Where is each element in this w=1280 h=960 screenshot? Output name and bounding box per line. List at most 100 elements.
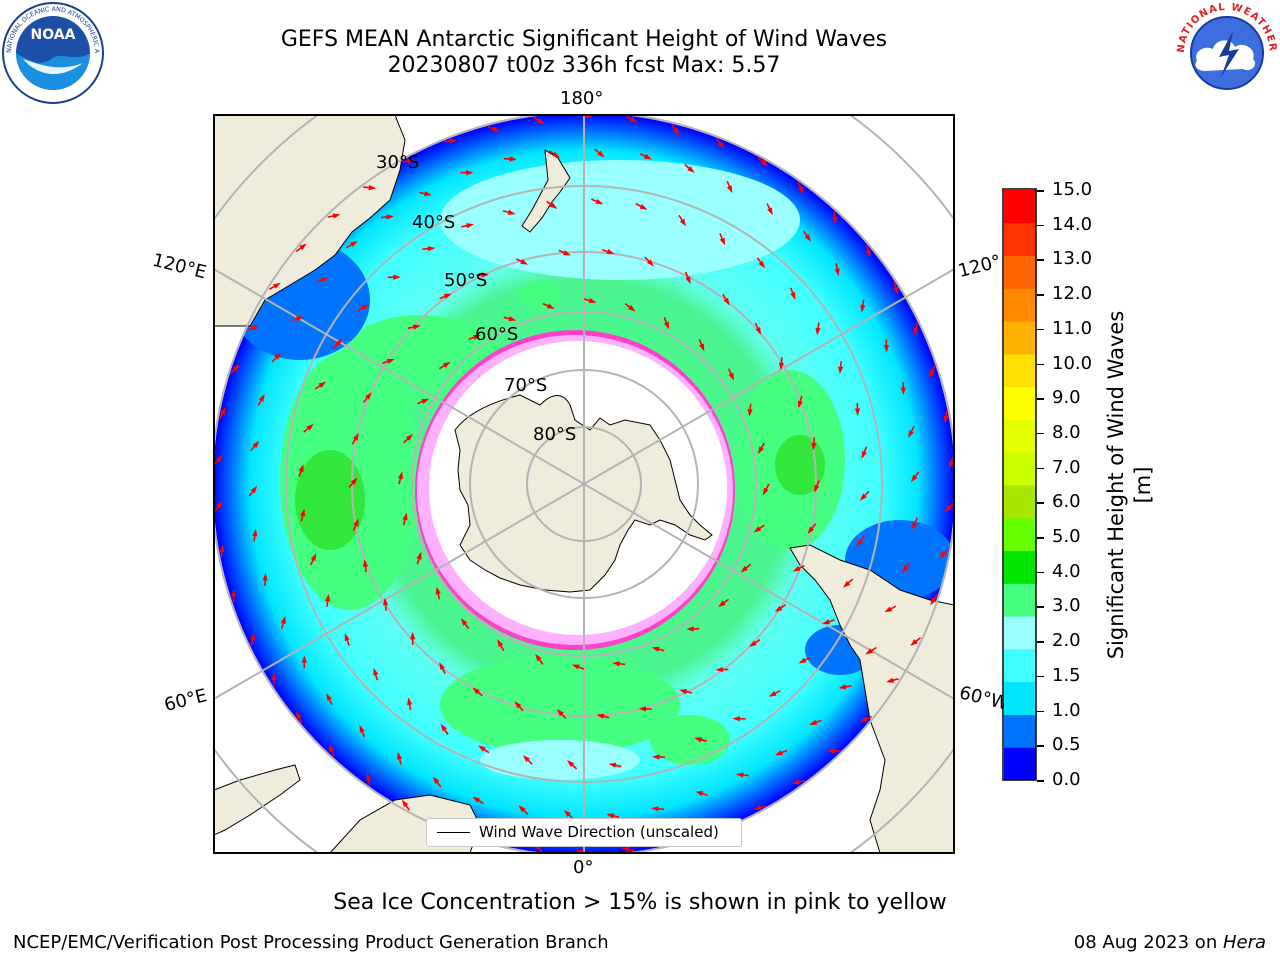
- colorbar-band: [1004, 616, 1036, 650]
- wave-direction-arrowhead: [492, 126, 500, 132]
- south-america-landmass: [789, 544, 954, 853]
- wave-direction-arrowhead: [838, 366, 844, 375]
- wave-direction-arrowhead: [597, 150, 605, 158]
- footer-machine: Hera: [1222, 932, 1266, 953]
- colorbar-band: [1004, 714, 1036, 748]
- wave-direction-arrowhead: [760, 159, 769, 167]
- wave-direction-arrowhead: [860, 304, 866, 313]
- wave-direction-arrowhead: [807, 526, 815, 534]
- colorbar-tick-label: 9.0: [1052, 387, 1081, 409]
- wave-direction-arrowhead: [639, 204, 648, 210]
- colorbar-band: [1004, 386, 1036, 420]
- wave-direction-arrowhead: [424, 191, 432, 197]
- colorbar-tick-label: 1.5: [1052, 664, 1081, 686]
- wave-direction-arrowhead: [249, 632, 255, 641]
- wave-direction-arrowhead: [509, 156, 517, 162]
- wave-direction-arrowhead: [651, 646, 660, 652]
- wave-direction-arrowhead: [718, 600, 726, 607]
- wave-direction-arrowhead: [250, 485, 258, 494]
- wave-direction-arrowhead: [397, 471, 403, 480]
- wave-direction-arrowhead: [728, 372, 734, 381]
- wave-direction-arrowhead: [883, 344, 889, 353]
- wave-direction-arrowhead: [694, 737, 703, 743]
- wave-direction-arrowhead: [884, 606, 893, 613]
- wave-direction-arrowhead: [514, 701, 522, 709]
- wave-direction-arrowhead: [685, 276, 691, 285]
- colorbar-band: [1004, 517, 1036, 552]
- wave-direction-arrowhead: [405, 433, 414, 441]
- wave-direction-arrowhead: [465, 170, 474, 176]
- wave-direction-arrowhead: [628, 304, 636, 312]
- australia-landmass: [214, 115, 406, 327]
- colorbar-tick-mark: [1037, 432, 1044, 435]
- colorbar-band: [1004, 353, 1036, 388]
- wave-direction-arrowhead: [815, 327, 821, 336]
- colorbar-band: [1004, 747, 1036, 781]
- wave-direction-arrowhead: [329, 744, 335, 753]
- wave-direction-arrowhead: [606, 813, 615, 819]
- wave-direction-arrowhead: [537, 118, 545, 124]
- wave-direction-arrowhead: [865, 249, 871, 258]
- colorbar-tick-label: 13.0: [1052, 248, 1093, 270]
- wave-direction-arrowhead: [672, 127, 680, 136]
- wave-direction-arrowhead: [792, 779, 800, 785]
- wave-direction-arrowhead: [397, 751, 403, 760]
- footer-date: 08 Aug 2023 on Hera: [1073, 932, 1266, 953]
- wave-direction-arrowhead: [556, 709, 564, 717]
- colorbar-tick-mark: [1037, 710, 1044, 713]
- wave-direction-arrowhead: [717, 141, 725, 149]
- wave-direction-arrowhead: [804, 234, 812, 242]
- wave-direction-arrowhead: [567, 760, 575, 768]
- colorbar-tick-label: 11.0: [1052, 317, 1093, 339]
- colorbar-tick-label: 4.0: [1052, 560, 1081, 582]
- wave-direction-arrowhead: [497, 639, 504, 648]
- wave-direction-arrowhead: [299, 243, 307, 251]
- wave-direction-arrowhead: [320, 276, 329, 283]
- wave-direction-arrowhead: [865, 648, 874, 655]
- lat-label-60s: 60°S: [475, 324, 519, 345]
- wave-direction-arrowhead: [421, 398, 430, 404]
- wave-direction-arrowhead: [216, 500, 223, 509]
- wave-direction-arrowhead: [232, 363, 240, 372]
- legend-label: Wind Wave Direction (unscaled): [479, 823, 719, 841]
- wave-direction-arrowhead: [335, 338, 343, 346]
- wave-direction-arrowhead: [449, 138, 457, 144]
- colorbar-band: [1004, 583, 1036, 617]
- wave-direction-arrowhead: [274, 352, 282, 360]
- colorbar-tick-label: 6.0: [1052, 491, 1081, 513]
- wave-direction-arrowhead: [679, 689, 687, 695]
- wave-direction-arrowhead: [472, 687, 480, 695]
- wave-direction-arrowhead: [612, 661, 620, 667]
- wave-direction-arrowhead: [663, 321, 670, 330]
- colorbar-band: [1004, 190, 1036, 224]
- colorbar-tick-mark: [1037, 190, 1044, 192]
- wave-direction-arrowhead: [393, 274, 401, 280]
- wave-direction-arrowhead: [407, 158, 416, 164]
- wave-direction-arrowhead: [460, 618, 468, 626]
- wave-direction-arrowhead: [552, 151, 560, 158]
- wave-direction-arrowhead: [353, 518, 359, 527]
- colorbar-band: [1004, 222, 1036, 257]
- wave-direction-arrowhead: [768, 691, 777, 697]
- wave-direction-arrowhead: [719, 237, 726, 246]
- wave-direction-arrowhead: [352, 432, 359, 441]
- wave-direction-arrowhead: [774, 750, 783, 756]
- wave-direction-arrowhead: [758, 446, 764, 455]
- wave-direction-arrowhead: [822, 619, 831, 625]
- wave-direction-arrowhead: [251, 325, 260, 331]
- colorbar-band: [1004, 485, 1036, 519]
- wave-direction-arrowhead: [930, 597, 937, 606]
- lat-label-50s: 50°S: [444, 270, 488, 291]
- wave-direction-arrowhead: [368, 185, 377, 191]
- colorbar-tick-label: 10.0: [1052, 352, 1093, 374]
- wave-direction-arrowhead: [481, 272, 490, 278]
- wave-direction-arrowhead: [301, 655, 307, 663]
- wave-direction-arrowhead: [797, 400, 803, 409]
- wave-direction-arrowhead: [792, 565, 801, 572]
- wave-direction-arrowhead: [798, 657, 807, 664]
- wave-direction-arrowhead: [296, 316, 304, 322]
- wave-direction-arrowhead: [416, 551, 422, 560]
- wave-direction-arrowhead: [913, 327, 919, 336]
- wave-direction-arrowhead: [646, 259, 654, 267]
- wave-direction-arrowhead: [252, 528, 258, 537]
